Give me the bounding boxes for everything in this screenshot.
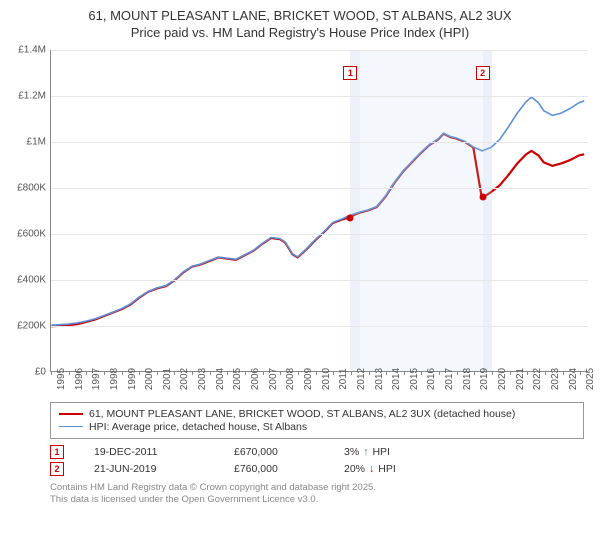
- series-hpi: [51, 97, 584, 325]
- x-axis-label: 2022: [526, 368, 543, 390]
- x-axis-label: 2017: [438, 368, 455, 390]
- y-axis-label: £400K: [8, 274, 46, 285]
- sale-row: 2 21-JUN-2019 £760,000 20%↓HPI: [50, 462, 584, 476]
- sale-marker-ref: 1: [50, 445, 64, 459]
- arrow-up-icon: ↑: [363, 446, 368, 458]
- x-axis-label: 2006: [244, 368, 261, 390]
- sale-price: £670,000: [234, 446, 314, 458]
- plot-area: 12: [50, 50, 588, 372]
- legend-item: HPI: Average price, detached house, St A…: [59, 421, 575, 433]
- x-axis-label: 2000: [138, 368, 155, 390]
- x-axis-label: 2003: [191, 368, 208, 390]
- shaded-range: [483, 50, 492, 371]
- arrow-down-icon: ↓: [369, 463, 374, 475]
- chart-container: 61, MOUNT PLEASANT LANE, BRICKET WOOD, S…: [0, 0, 600, 506]
- legend: 61, MOUNT PLEASANT LANE, BRICKET WOOD, S…: [50, 402, 584, 439]
- x-axis-label: 2007: [262, 368, 279, 390]
- legend-label: 61, MOUNT PLEASANT LANE, BRICKET WOOD, S…: [89, 408, 515, 420]
- sale-dot: [347, 214, 354, 221]
- y-axis-label: £600K: [8, 228, 46, 239]
- sale-marker-1: 1: [343, 66, 357, 80]
- legend-label: HPI: Average price, detached house, St A…: [89, 421, 307, 433]
- x-axis-label: 2010: [315, 368, 332, 390]
- footer-line-1: Contains HM Land Registry data © Crown c…: [50, 482, 584, 494]
- x-axis-label: 1999: [121, 368, 138, 390]
- sales-table: 1 19-DEC-2011 £670,000 3%↑HPI 2 21-JUN-2019 £7…: [50, 445, 584, 476]
- sale-dot: [479, 193, 486, 200]
- chart-title: 61, MOUNT PLEASANT LANE, BRICKET WOOD, S…: [8, 8, 592, 42]
- x-axis-label: 2001: [156, 368, 173, 390]
- x-axis-label: 2023: [544, 368, 561, 390]
- x-axis-label: 2016: [420, 368, 437, 390]
- x-axis-label: 2009: [297, 368, 314, 390]
- x-axis-label: 2024: [562, 368, 579, 390]
- x-axis-label: 2013: [368, 368, 385, 390]
- chart-lines: [51, 50, 588, 371]
- sale-marker-2: 2: [476, 66, 490, 80]
- shaded-range: [360, 50, 483, 371]
- x-axis-label: 2018: [456, 368, 473, 390]
- x-axis-label: 2005: [226, 368, 243, 390]
- x-axis-label: 2002: [173, 368, 190, 390]
- x-axis-label: 2021: [509, 368, 526, 390]
- legend-swatch: [59, 426, 83, 427]
- x-axis-label: 2011: [332, 368, 349, 390]
- x-axis-label: 2020: [491, 368, 508, 390]
- x-axis-label: 1995: [50, 368, 67, 390]
- x-axis-label: 2015: [403, 368, 420, 390]
- x-axis-label: 2008: [279, 368, 296, 390]
- x-axis-label: 2019: [473, 368, 490, 390]
- x-axis-label: 2025: [579, 368, 596, 390]
- sale-delta: 20%↓HPI: [344, 463, 396, 475]
- sale-delta: 3%↑HPI: [344, 446, 390, 458]
- sale-date: 19-DEC-2011: [94, 446, 204, 458]
- sale-row: 1 19-DEC-2011 £670,000 3%↑HPI: [50, 445, 584, 459]
- legend-item: 61, MOUNT PLEASANT LANE, BRICKET WOOD, S…: [59, 408, 575, 420]
- sale-date: 21-JUN-2019: [94, 463, 204, 475]
- footer-line-2: This data is licensed under the Open Gov…: [50, 494, 584, 506]
- sale-price: £760,000: [234, 463, 314, 475]
- y-axis-label: £1M: [8, 136, 46, 147]
- footer-attribution: Contains HM Land Registry data © Crown c…: [50, 482, 584, 507]
- series-price_paid: [51, 133, 584, 326]
- sale-marker-ref: 2: [50, 462, 64, 476]
- x-axis-label: 1997: [85, 368, 102, 390]
- legend-swatch: [59, 413, 83, 415]
- plot-wrap: 12 £0£200K£400K£600K£800K£1M£1.2M£1.4M19…: [8, 46, 592, 396]
- x-axis-label: 2014: [385, 368, 402, 390]
- y-axis-label: £1.2M: [8, 90, 46, 101]
- x-axis-label: 1996: [68, 368, 85, 390]
- x-axis-label: 1998: [103, 368, 120, 390]
- shaded-range: [350, 50, 359, 371]
- y-axis-label: £200K: [8, 320, 46, 331]
- y-axis-label: £0: [8, 366, 46, 377]
- y-axis-label: £1.4M: [8, 44, 46, 55]
- y-axis-label: £800K: [8, 182, 46, 193]
- x-axis-label: 2004: [209, 368, 226, 390]
- title-line-1: 61, MOUNT PLEASANT LANE, BRICKET WOOD, S…: [8, 8, 592, 25]
- title-line-2: Price paid vs. HM Land Registry's House …: [8, 25, 592, 42]
- x-axis-label: 2012: [350, 368, 367, 390]
